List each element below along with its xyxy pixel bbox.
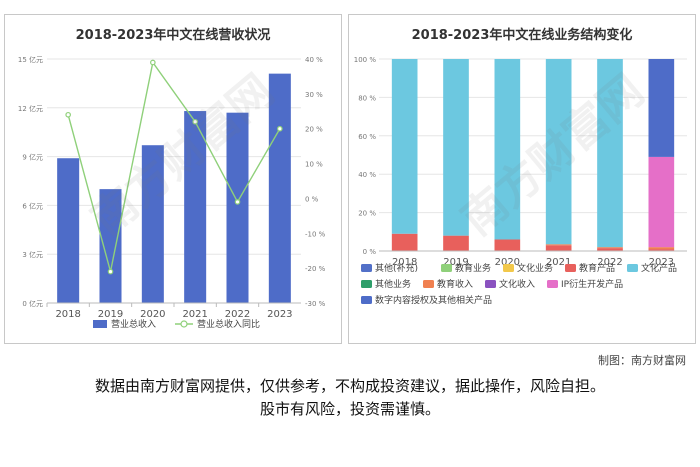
y-right-tick-label: 20 % [305, 126, 323, 134]
legend-label: 文化收入 [499, 278, 535, 290]
stack-segment [545, 245, 572, 251]
stack-segment [648, 59, 675, 157]
yoy-point [107, 268, 114, 275]
y-left-tick-label: 6 亿元 [22, 201, 43, 210]
yoy-line [67, 60, 281, 272]
revenue-bar [99, 189, 122, 303]
y-tick-label: 60 % [358, 133, 376, 141]
y-right-tick-label: -30 % [305, 300, 326, 308]
revenue-chart: 2018-2023年中文在线营收状况 0 亿元 3 亿元 6 亿元 9 亿元 12 亿元 1… [18, 27, 326, 330]
y-tick-label: 0 % [363, 248, 377, 256]
legend-swatch [547, 280, 558, 288]
stack-segment [443, 59, 469, 236]
stack-segment [494, 239, 521, 251]
legend-label: 营业总收入同比 [197, 318, 260, 330]
legend-swatch [441, 264, 452, 272]
stack-segment [648, 156, 675, 248]
disclaimer-line-2: 股市有风险，投资需谨慎。 [259, 400, 440, 418]
x-tick-label: 2020 [140, 309, 165, 320]
stack-segment [597, 59, 623, 248]
revenue-bar [184, 111, 207, 303]
stack-segment [648, 247, 675, 250]
y-left-tick-label: 15 亿元 [18, 55, 43, 64]
legend-label: 教育产品 [579, 262, 615, 274]
stack-segment [494, 59, 521, 240]
stack-segment [545, 59, 572, 245]
legend-label: 其他业务 [375, 278, 411, 290]
y-right-tick-label: 0 % [305, 195, 319, 203]
y-left-tick-label: 12 亿元 [18, 104, 43, 113]
x-tick-label: 2022 [597, 257, 622, 268]
stack-segment [443, 235, 469, 251]
legend-label: IP衍生开发产品 [561, 278, 623, 290]
yoy-point [65, 111, 71, 118]
stack-segment [648, 249, 675, 251]
stack-segment [597, 247, 623, 249]
y-right-tick-label: -10 % [305, 230, 326, 238]
stack-segment [597, 248, 623, 251]
legend-label: 营业总收入 [111, 318, 156, 330]
legend-swatch [180, 320, 188, 328]
revenue-bar [57, 158, 80, 303]
legend-swatch [485, 280, 496, 288]
x-tick-label: 2019 [98, 309, 123, 320]
y-right-tick-label: 30 % [305, 91, 323, 99]
revenue-bar [141, 145, 164, 303]
yoy-point [192, 118, 198, 125]
revenue-bar [226, 112, 249, 304]
disclaimer-line-1: 数据由南方财富网提供，仅供参考，不构成投资建议，据此操作，风险自担。 [94, 377, 605, 395]
chart-title: 2018-2023年中文在线业务结构变化 [412, 27, 633, 43]
y-tick-label: 20 % [358, 210, 376, 218]
x-tick-label: 2023 [267, 309, 292, 320]
legend-label: 其他(补充) [375, 262, 418, 274]
yoy-point [277, 125, 283, 132]
x-tick-label: 2020 [495, 257, 520, 268]
y-left-tick-label: 9 亿元 [22, 153, 43, 162]
legend-label: 文化业务 [517, 262, 553, 274]
x-tick-label: 2021 [182, 309, 207, 320]
stack-segment [391, 233, 418, 251]
legend-label: 教育业务 [455, 262, 491, 274]
y-left-tick-label: 3 亿元 [22, 250, 43, 259]
legend-swatch [93, 320, 107, 328]
x-tick-label: 2018 [55, 309, 80, 320]
yoy-point [150, 59, 156, 66]
revenue-chart-panel: 2018-2023年中文在线营收状况 0 亿元 3 亿元 6 亿元 9 亿元 12 亿元 1… [4, 14, 342, 344]
x-tick-label: 2023 [649, 257, 674, 268]
y-right-tick-label: -20 % [305, 265, 326, 273]
x-tick-label: 2019 [443, 257, 468, 268]
yoy-point [234, 199, 241, 205]
business-structure-chart: 2018-2023年中文在线业务结构变化 0 % 20 % 40 % 60 % 80 % 1… [354, 27, 687, 306]
legend-swatch [627, 264, 638, 272]
chart-title: 2018-2023年中文在线营收状况 [76, 27, 271, 43]
legend-label: 数字内容授权及其他相关产品 [375, 294, 492, 306]
y-right-tick-label: 10 % [305, 161, 323, 169]
legend-swatch [361, 264, 372, 272]
stack-segment [545, 244, 572, 246]
revenue-bar [268, 73, 291, 303]
y-right-tick-label: 40 % [305, 56, 323, 64]
legend-swatch [361, 296, 372, 304]
x-tick-label: 2021 [546, 257, 571, 268]
y-tick-label: 100 % [354, 56, 377, 64]
legend-swatch [503, 264, 514, 272]
y-left-tick-label: 0 亿元 [22, 299, 43, 308]
stack-segment [391, 59, 418, 234]
legend-swatch [565, 264, 576, 272]
chart-credit: 制图：南方财富网 [598, 354, 686, 367]
legend-swatch [361, 280, 372, 288]
legend-label: 教育收入 [437, 278, 473, 290]
y-tick-label: 40 % [358, 171, 376, 179]
x-tick-label: 2018 [392, 257, 417, 268]
legend-label: 文化产品 [641, 262, 677, 274]
business-structure-chart-panel: 2018-2023年中文在线业务结构变化 0 % 20 % 40 % 60 % 80 % 1… [348, 14, 696, 344]
legend-swatch [423, 280, 434, 288]
x-tick-label: 2022 [225, 309, 250, 320]
y-tick-label: 80 % [358, 94, 376, 102]
